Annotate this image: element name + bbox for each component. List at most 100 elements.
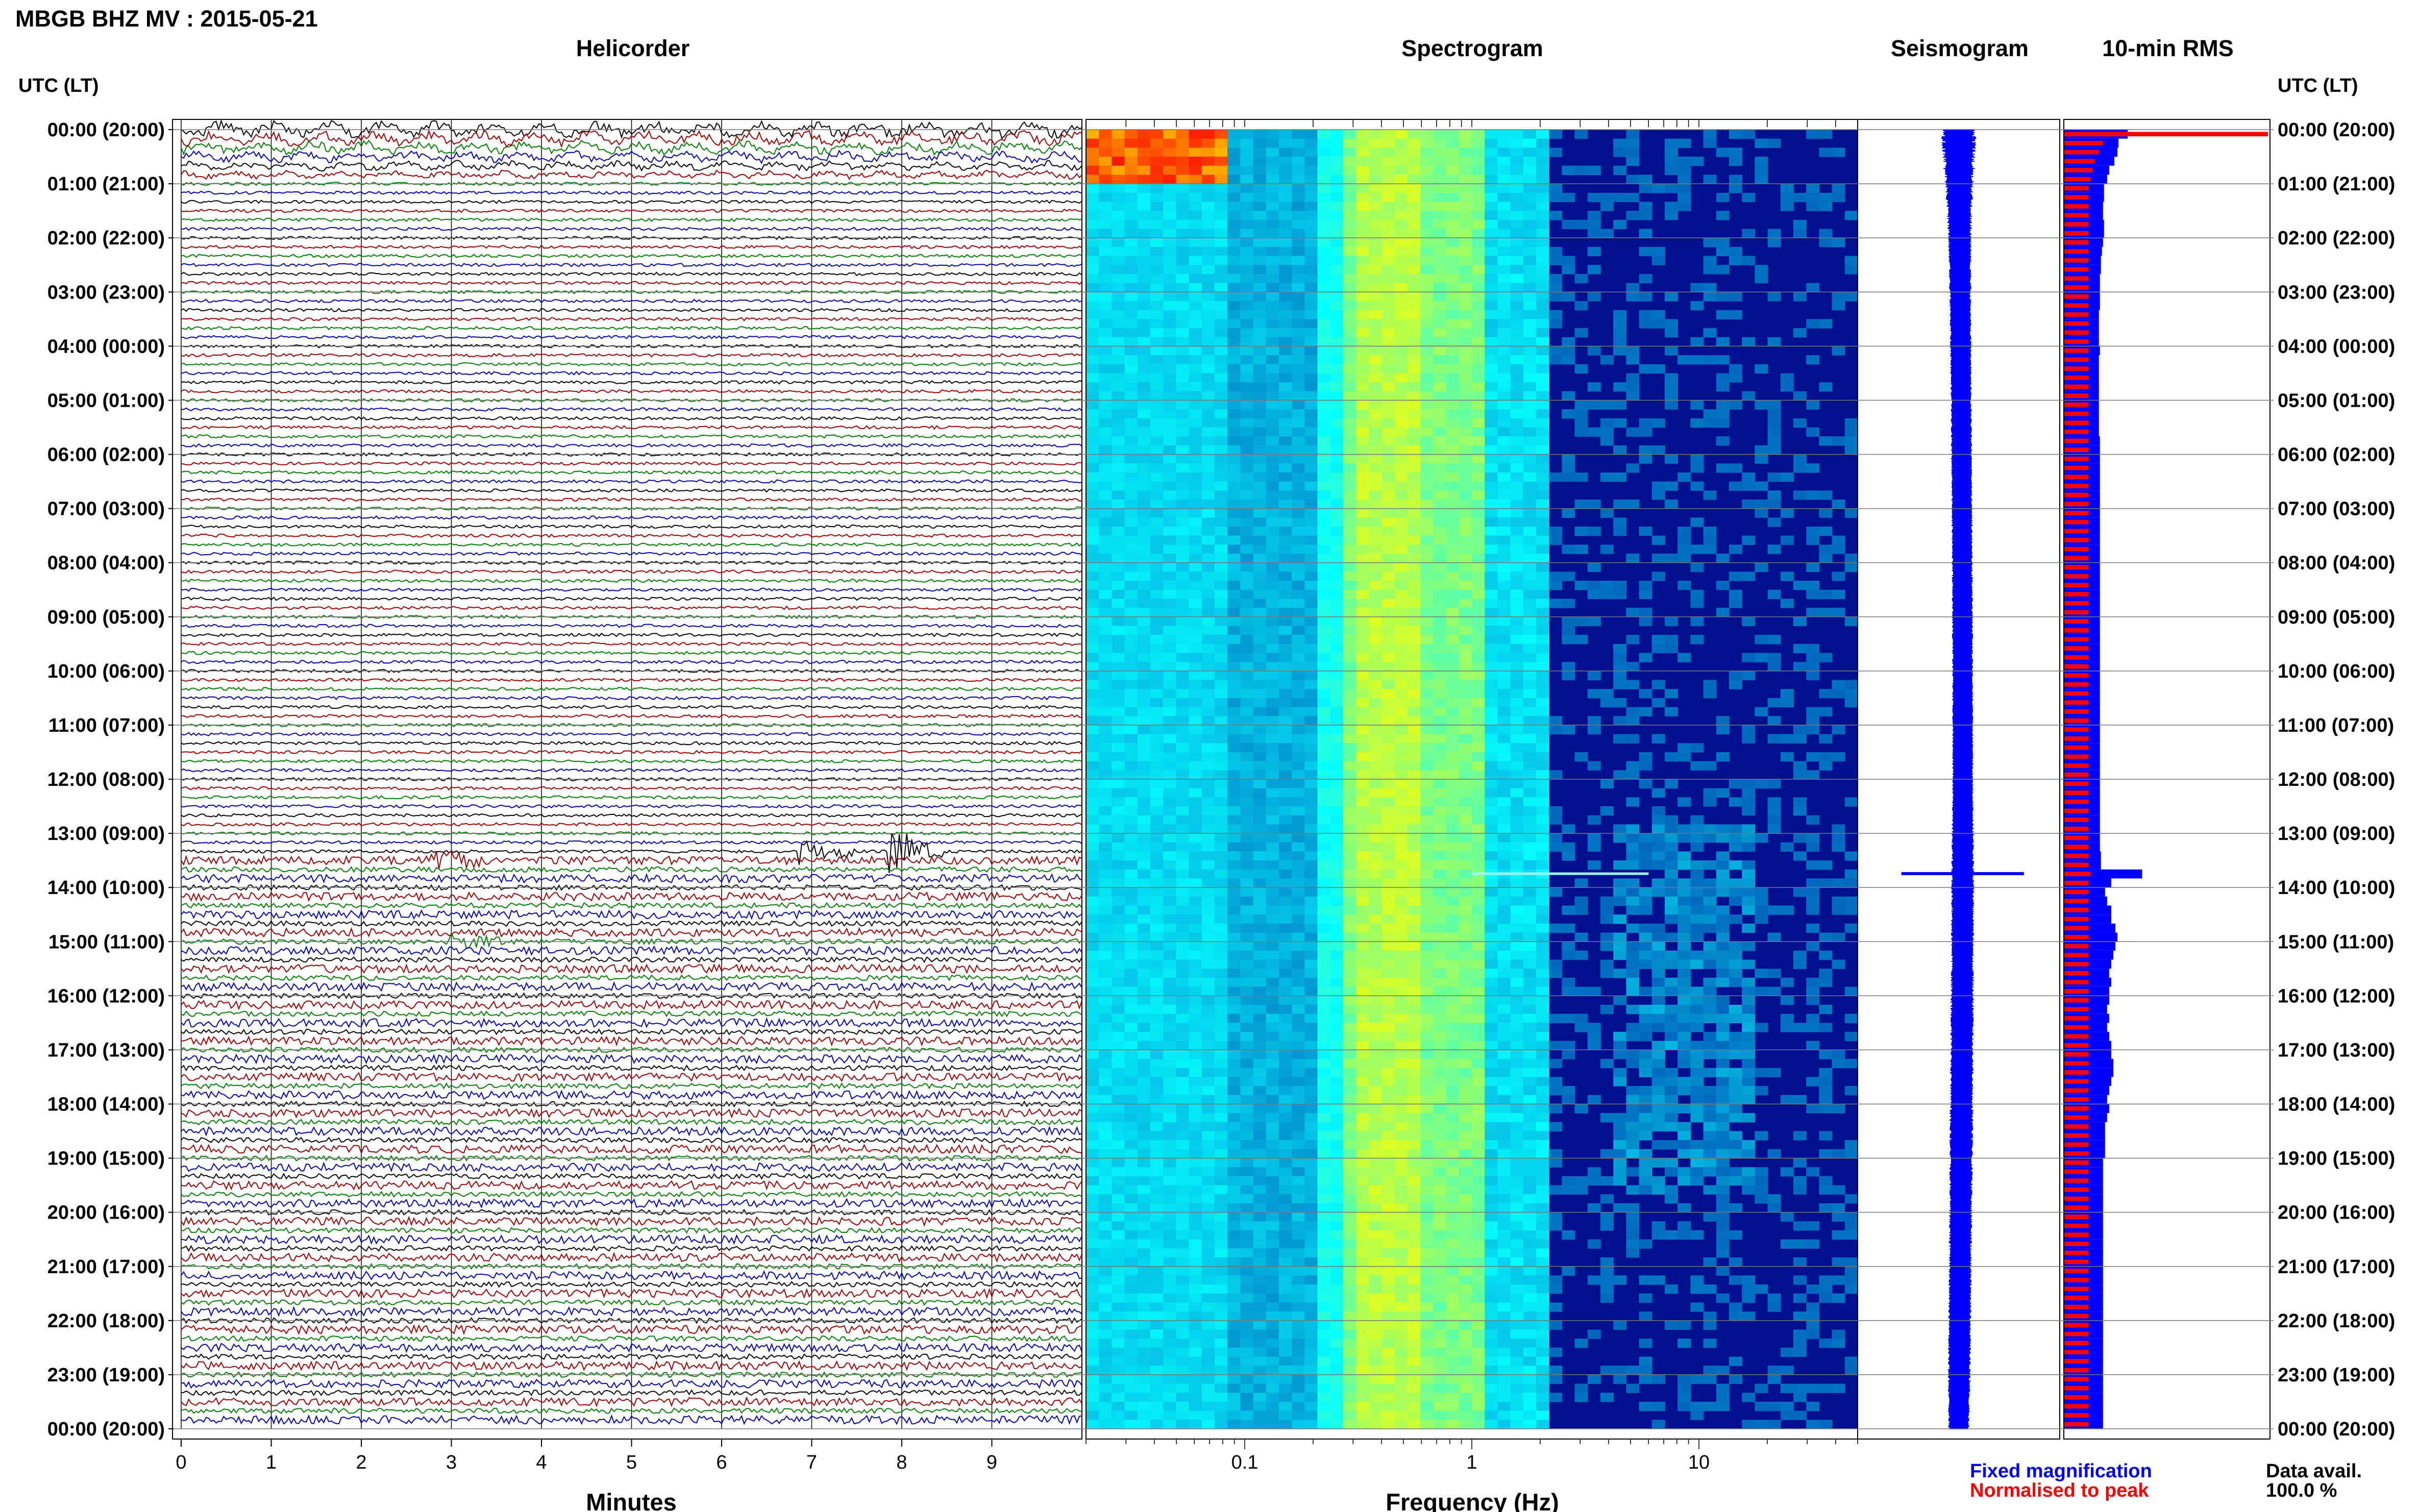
spectrogram-cell [1381,1077,1395,1086]
spectrogram-cell [1215,824,1228,834]
spectrogram-cell [1420,265,1434,275]
spectrogram-cell [1523,157,1537,166]
spectrogram-cell [1266,490,1279,500]
spectrogram-cell [1240,1013,1254,1023]
spectrogram-cell [1510,725,1524,735]
spectrogram-cell [1485,364,1498,374]
spectrogram-cell [1099,1131,1113,1141]
spectrogram-cell [1665,986,1678,996]
spectrogram-cell [1485,517,1498,527]
spectrogram-cell [1369,554,1383,563]
spectrogram-cell [1497,418,1511,428]
spectrogram-cell [1523,1122,1537,1132]
spectrogram-cell [1665,616,1678,627]
spectrogram-cell [1394,616,1408,627]
spectrogram-cell [1742,572,1756,581]
spectrogram-cell [1433,301,1447,311]
spectrogram-cell [1189,626,1202,635]
spectrogram-cell [1279,229,1292,238]
spectrogram-cell [1137,292,1151,302]
spectrogram-cell [1240,1086,1254,1096]
spectrogram-cell [1420,1013,1434,1023]
spectrogram-cell [1266,806,1279,816]
spectrogram-cell [1626,969,1640,978]
spectrogram-cell [1485,698,1498,708]
spectrogram-cell [1356,490,1370,500]
spectrogram-cell [1150,716,1164,726]
spectrogram-cell [1201,508,1215,518]
spectrogram-cell [1253,1113,1267,1123]
spectrogram-cell [1369,653,1383,662]
spectrogram-cell [1651,1068,1665,1078]
spectrogram-cell [1587,192,1601,203]
spectrogram-cell [1394,589,1408,599]
spectrogram-cell [1510,1040,1524,1050]
spectrogram-cell [1446,833,1460,843]
spectrogram-cell [1112,653,1125,662]
spectrogram-cell [1176,1104,1190,1113]
spectrogram-cell [1292,256,1305,265]
spectrogram-cell [1510,608,1524,617]
spectrogram-cell [1240,770,1254,780]
spectrogram-cell [1279,1122,1292,1132]
spectrogram-cell [1677,165,1691,175]
spectrogram-cell [1780,1095,1794,1105]
spectrogram-cell [1844,616,1858,627]
spectrogram-cell [1253,986,1267,996]
spectrogram-cell [1330,616,1344,627]
spectrogram-cell [1472,1086,1485,1096]
spectrogram-cell [1497,941,1511,951]
spectrogram-cell [1844,878,1858,888]
spectrogram-cell [1549,1013,1563,1023]
spectrogram-cell [1510,1032,1524,1042]
spectrogram-cell [1356,319,1370,329]
spectrogram-cell [1279,743,1292,753]
spectrogram-cell [1279,707,1292,716]
spectrogram-cell [1536,941,1549,951]
spectrogram-cell [1793,418,1807,428]
spectrogram-cell [1446,851,1460,861]
spectrogram-cell [1510,219,1524,230]
spectrogram-cell [1381,1104,1395,1113]
spectrogram-cell [1587,716,1601,726]
spectrogram-cell [1343,1095,1356,1105]
spectrogram-cell [1780,373,1794,383]
spectrogram-cell [1536,643,1549,654]
spectrogram-cell [1433,310,1447,319]
spectrogram-cell [1523,184,1537,193]
spectrogram-cell [1381,725,1395,735]
spectrogram-cell [1420,923,1434,933]
spectrogram-cell [1446,400,1460,410]
spectrogram-cell [1587,616,1601,627]
spectrogram-cell [1240,589,1254,599]
spectrogram-cell [1523,1013,1537,1023]
spectrogram-cell [1330,463,1344,473]
spectrogram-cell [1651,959,1665,969]
spectrogram-cell [1844,554,1858,563]
spectrogram-cell [1394,1040,1408,1050]
spectrogram-cell [1408,274,1421,284]
spectrogram-cell [1253,824,1267,834]
spectrogram-cell [1330,896,1344,906]
spectrogram-cell [1639,292,1652,302]
spectrogram-cell [1112,265,1125,275]
spectrogram-cell [1279,1050,1292,1059]
spectrogram-cell [1304,1104,1318,1113]
spectrogram-cell [1137,572,1151,581]
spectrogram-cell [1497,256,1511,265]
spectrogram-cell [1112,138,1125,148]
spectrogram-cell [1356,770,1370,780]
spectrogram-cell [1433,941,1447,951]
spectrogram-cell [1215,1104,1228,1113]
spectrogram-cell [1755,779,1768,789]
spectrogram-cell [1343,409,1356,419]
spectrogram-cell [1227,138,1241,148]
spectrogram-cell [1317,1013,1331,1023]
spectrogram-cell [1317,851,1331,861]
spectrogram-cell [1485,355,1498,365]
spectrogram-cell [1086,562,1099,572]
spectrogram-cell [1279,734,1292,743]
spectrogram-cell [1369,860,1383,870]
spectrogram-cell [1292,932,1305,942]
spectrogram-cell [1626,1095,1640,1105]
